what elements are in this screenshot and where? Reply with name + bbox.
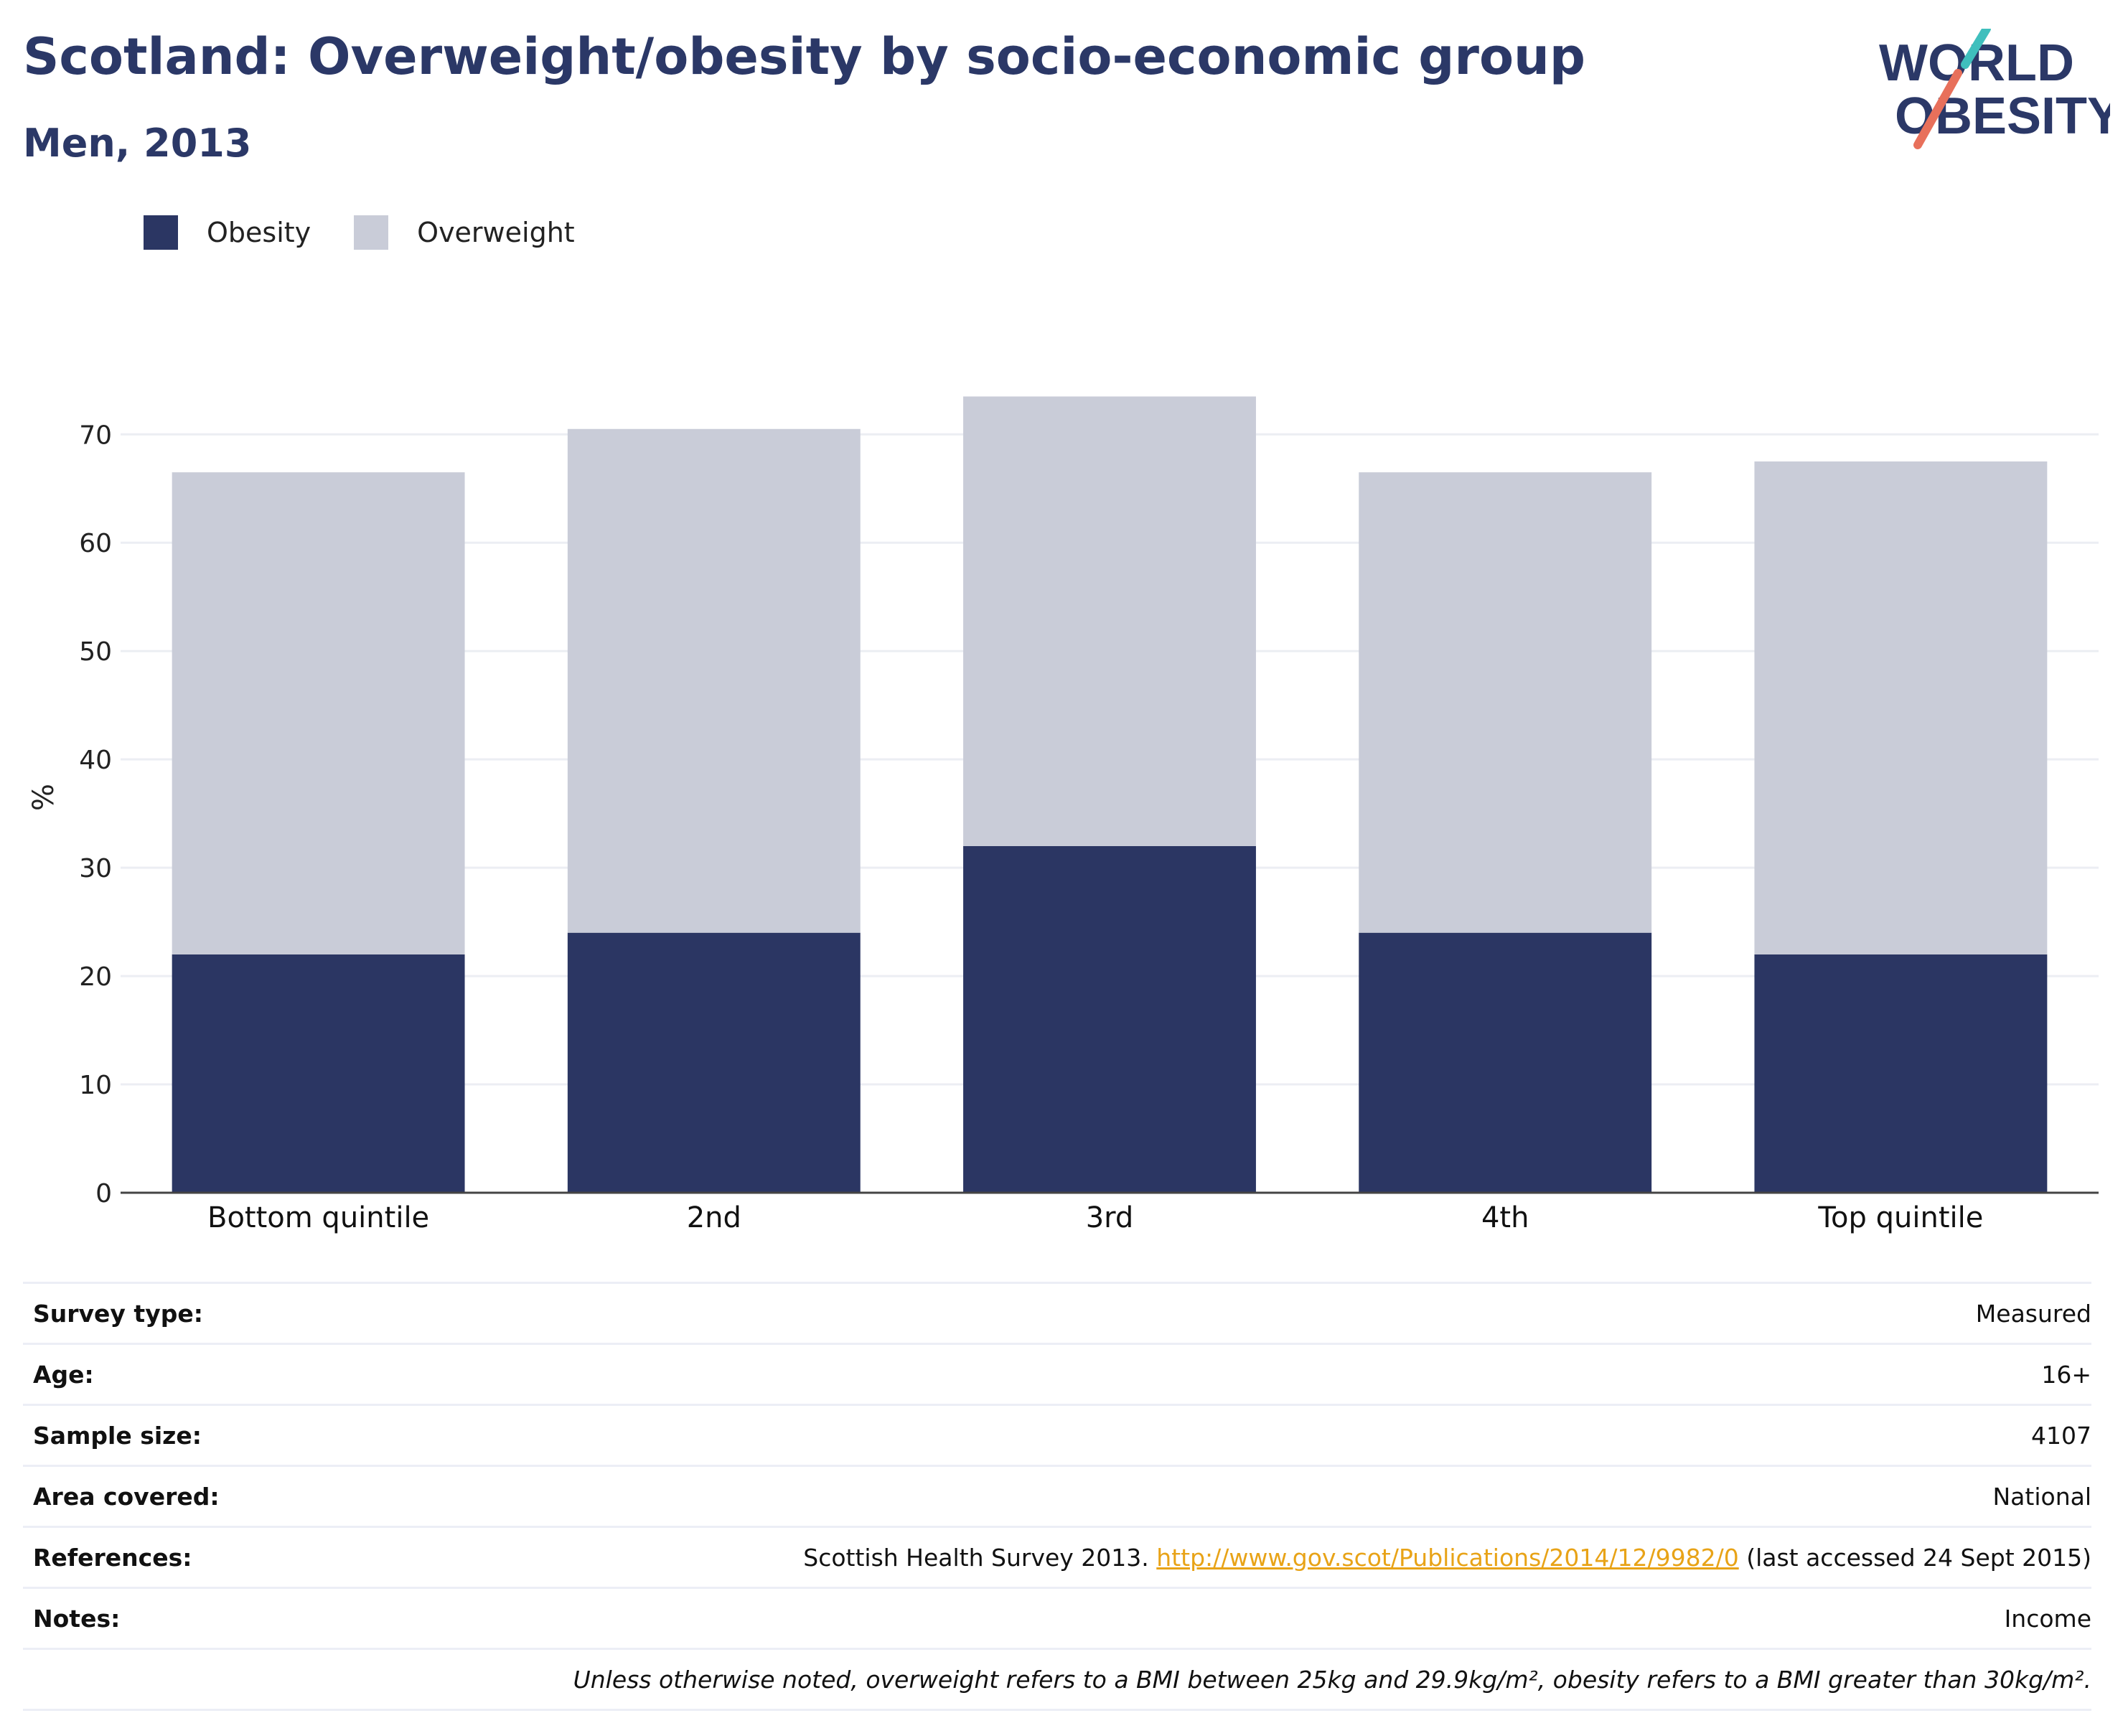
- y-tick-label-10: 10: [79, 1071, 112, 1100]
- meta-key-area: Area covered:: [33, 1482, 220, 1511]
- meta-row-notes: Notes: Income: [23, 1587, 2091, 1648]
- y-tick-label-50: 50: [79, 637, 112, 667]
- meta-val-sample-size: 4107: [2031, 1421, 2091, 1450]
- y-tick-label-0: 0: [95, 1179, 112, 1209]
- legend-item-overweight[interactable]: Overweight: [354, 215, 575, 250]
- y-tick-label-70: 70: [79, 421, 112, 450]
- y-axis-label: %: [27, 784, 60, 811]
- bar-obesity-0: [172, 954, 465, 1193]
- meta-key-age: Age:: [33, 1360, 94, 1389]
- references-text: Scottish Health Survey 2013.: [803, 1543, 1149, 1572]
- stacked-bar-chart: 0 10 20 30 40 50 60 70% Bottom quintile 2nd 3rd 4th…: [27, 396, 2099, 1234]
- legend-label-overweight: Overweight: [417, 217, 575, 248]
- logo-accent-coral: [1913, 69, 1962, 149]
- y-tick-label-20: 20: [79, 962, 112, 992]
- bar-obesity-1: [567, 932, 861, 1193]
- meta-key-references: References:: [33, 1543, 192, 1572]
- legend-swatch-overweight: [354, 215, 389, 250]
- bar-obesity-4: [1754, 954, 2048, 1193]
- references-link[interactable]: http://www.gov.scot/Publications/2014/12…: [1156, 1543, 1739, 1572]
- meta-row-references: References: Scottish Health Survey 2013.…: [23, 1526, 2091, 1587]
- meta-row-survey-type: Survey type: Measured: [23, 1282, 2091, 1343]
- meta-val-area: National: [1992, 1482, 2091, 1511]
- meta-key-survey-type: Survey type:: [33, 1299, 203, 1328]
- x-tick-label-2: 3rd: [1086, 1201, 1134, 1234]
- chart-subtitle: Men, 2013: [23, 121, 252, 166]
- x-tick-label-4: Top quintile: [1817, 1201, 1983, 1234]
- bar-overweight-3: [1359, 472, 1652, 933]
- x-tick-label-3: 4th: [1481, 1201, 1529, 1234]
- x-tick-label-1: 2nd: [687, 1201, 741, 1234]
- bar-overweight-1: [567, 428, 861, 933]
- bar-obesity-2: [963, 845, 1256, 1193]
- chart-legend: Obesity Overweight: [144, 212, 618, 253]
- y-tick-label-60: 60: [79, 529, 112, 558]
- meta-row-area: Area covered: National: [23, 1465, 2091, 1526]
- bar-obesity-3: [1359, 932, 1652, 1193]
- references-suffix: (last accessed 24 Sept 2015): [1746, 1543, 2091, 1572]
- meta-val-age: 16+: [2041, 1360, 2091, 1389]
- bar-overweight-0: [172, 472, 465, 954]
- bar-overweight-2: [963, 396, 1256, 846]
- meta-row-footnote: Unless otherwise noted, overweight refer…: [23, 1648, 2091, 1711]
- meta-row-age: Age: 16+: [23, 1343, 2091, 1404]
- bar-overweight-4: [1754, 461, 2048, 954]
- legend-swatch-obesity: [144, 215, 178, 250]
- legend-label-obesity: Obesity: [207, 217, 311, 248]
- footnote: Unless otherwise noted, overweight refer…: [573, 1665, 2091, 1694]
- meta-val-notes: Income: [2004, 1604, 2091, 1633]
- legend-item-obesity[interactable]: Obesity: [144, 215, 311, 250]
- x-tick-label-0: Bottom quintile: [207, 1201, 429, 1234]
- chart-title: Scotland: Overweight/obesity by socio-ec…: [23, 27, 1585, 86]
- y-tick-label-40: 40: [79, 746, 112, 775]
- meta-key-notes: Notes:: [33, 1604, 121, 1633]
- meta-val-references: Scottish Health Survey 2013. http://www.…: [803, 1544, 2091, 1572]
- meta-key-sample-size: Sample size:: [33, 1421, 202, 1450]
- meta-val-survey-type: Measured: [1975, 1299, 2091, 1328]
- meta-row-sample-size: Sample size: 4107: [23, 1404, 2091, 1465]
- logo-accent-teal: [1961, 29, 1991, 69]
- survey-details-table: Survey type: Measured Age: 16+ Sample si…: [23, 1282, 2091, 1711]
- y-tick-label-30: 30: [79, 854, 112, 883]
- world-obesity-logo: WORLD OBESITY: [1879, 29, 2110, 149]
